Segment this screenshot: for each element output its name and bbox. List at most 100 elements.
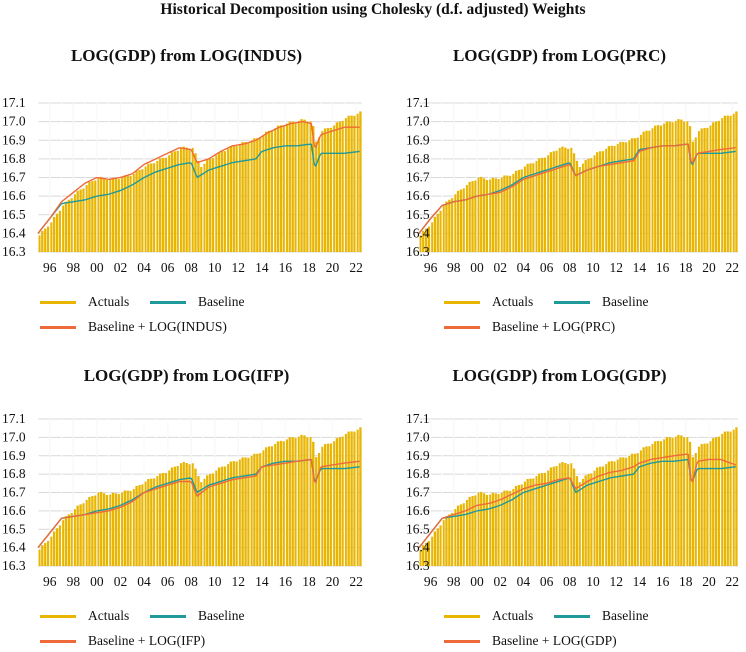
actuals-bar xyxy=(356,429,359,566)
actuals-bar xyxy=(686,437,689,566)
actuals-bar xyxy=(726,115,729,253)
actuals-bar xyxy=(341,436,344,566)
actuals-bar xyxy=(312,126,315,252)
actuals-bar xyxy=(191,463,194,566)
actuals-bar xyxy=(422,545,425,566)
actuals-bar xyxy=(244,457,247,566)
actuals-bar xyxy=(161,157,165,252)
chart-panel-ifp: LOG(GDP) from LOG(IFP) 17.1 17.0 16.9 16.8 1… xyxy=(0,326,373,652)
actuals-bar xyxy=(76,505,79,566)
actuals-bar xyxy=(503,490,506,566)
legend-swatch-baseline xyxy=(554,300,590,304)
actuals-bar xyxy=(47,540,50,566)
x-tick-label: 10 xyxy=(586,574,600,589)
actuals-bar xyxy=(41,230,44,252)
x-tick-label: 10 xyxy=(586,260,600,275)
legend-swatch-actuals xyxy=(40,300,76,304)
actuals-bar xyxy=(439,525,442,566)
actuals-bar xyxy=(549,467,552,566)
x-tick-label: 14 xyxy=(255,260,269,275)
plot-area: 17.117.016.916.816.716.616.516.416.396 98… xyxy=(2,95,363,275)
actuals-bar xyxy=(70,198,73,252)
actuals-bar xyxy=(578,166,581,252)
legend-actuals: Actuals xyxy=(444,294,533,310)
actuals-bar xyxy=(688,126,692,252)
actuals-bar xyxy=(541,473,544,566)
actuals-bar xyxy=(73,509,76,566)
actuals-bar xyxy=(82,503,85,566)
legend-baseline: Baseline xyxy=(150,294,245,310)
actuals-bar xyxy=(276,125,280,252)
actuals-bar xyxy=(306,121,309,252)
actuals-bar xyxy=(723,115,726,252)
actuals-bar xyxy=(572,468,576,566)
x-tick-label: 04 xyxy=(137,260,151,275)
x-tick-label: 20 xyxy=(702,260,716,275)
x-tick-label: 08 xyxy=(563,574,577,589)
actuals-bar xyxy=(668,437,671,566)
actuals-bar xyxy=(709,441,712,566)
actuals-bar xyxy=(262,134,265,252)
actuals-bar xyxy=(442,520,445,566)
actuals-bar xyxy=(671,122,674,253)
actuals-bar xyxy=(509,175,512,252)
actuals-bar xyxy=(76,190,79,252)
legend-swatch-actuals xyxy=(444,300,480,304)
actuals-bar xyxy=(256,453,259,566)
actuals-bar xyxy=(471,496,474,566)
actuals-bar xyxy=(448,199,451,252)
actuals-bar xyxy=(356,113,359,252)
actuals-bar xyxy=(211,158,215,252)
actuals-bar xyxy=(214,155,218,252)
actuals-bar xyxy=(686,121,689,253)
actuals-bar xyxy=(347,115,350,252)
plot-area: 17.117.016.916.816.716.616.516.416.396 98… xyxy=(406,411,739,589)
actuals-bar xyxy=(590,473,593,566)
actuals-bar xyxy=(500,177,503,252)
actuals-bar xyxy=(282,125,286,252)
x-tick-label: 96 xyxy=(43,574,57,589)
actuals-bar xyxy=(217,152,221,252)
y-tick-label: 16.7 xyxy=(406,170,430,185)
panel-title: LOG(GDP) from LOG(GDP) xyxy=(452,366,667,385)
x-tick-label: 18 xyxy=(679,260,693,275)
actuals-bar xyxy=(282,441,286,566)
legend-baseline: Baseline xyxy=(554,294,649,310)
actuals-bar xyxy=(97,492,100,566)
actuals-bar xyxy=(445,516,448,566)
legend-label: Baseline xyxy=(602,294,649,309)
actuals-bar xyxy=(535,160,538,252)
actuals-bar xyxy=(350,115,353,253)
actuals-bar xyxy=(483,493,486,566)
actuals-bar xyxy=(590,158,593,252)
actuals-bar xyxy=(58,525,62,566)
actuals-bar xyxy=(285,123,288,252)
actuals-bar xyxy=(599,151,602,252)
x-tick-label: 06 xyxy=(161,260,175,275)
y-tick-label: 16.4 xyxy=(406,225,430,240)
actuals-bar xyxy=(250,455,253,566)
actuals-bar xyxy=(120,177,124,252)
actuals-bar xyxy=(67,199,70,252)
legend-label: Actuals xyxy=(88,294,130,309)
actuals-bar xyxy=(561,462,564,566)
plot-area: 17.117.016.916.816.716.616.516.416.396 98… xyxy=(2,411,363,589)
x-tick-label: 14 xyxy=(633,260,647,275)
actuals-bar xyxy=(300,119,303,252)
actuals-bar xyxy=(529,163,532,252)
actuals-bar xyxy=(706,127,709,252)
actuals-bar xyxy=(320,131,324,252)
actuals-bar xyxy=(425,228,428,252)
actuals-bar xyxy=(543,472,547,566)
actuals-bar xyxy=(247,142,250,252)
actuals-bar xyxy=(103,178,106,252)
actuals-bar xyxy=(170,152,174,252)
actuals-bar xyxy=(58,210,62,252)
actuals-bar xyxy=(262,450,265,566)
actuals-bar xyxy=(700,128,703,252)
actuals-bar xyxy=(105,180,109,252)
actuals-bar xyxy=(70,512,73,566)
actuals-bar xyxy=(709,125,712,252)
actuals-bar xyxy=(558,147,561,252)
actuals-bar xyxy=(326,127,330,252)
